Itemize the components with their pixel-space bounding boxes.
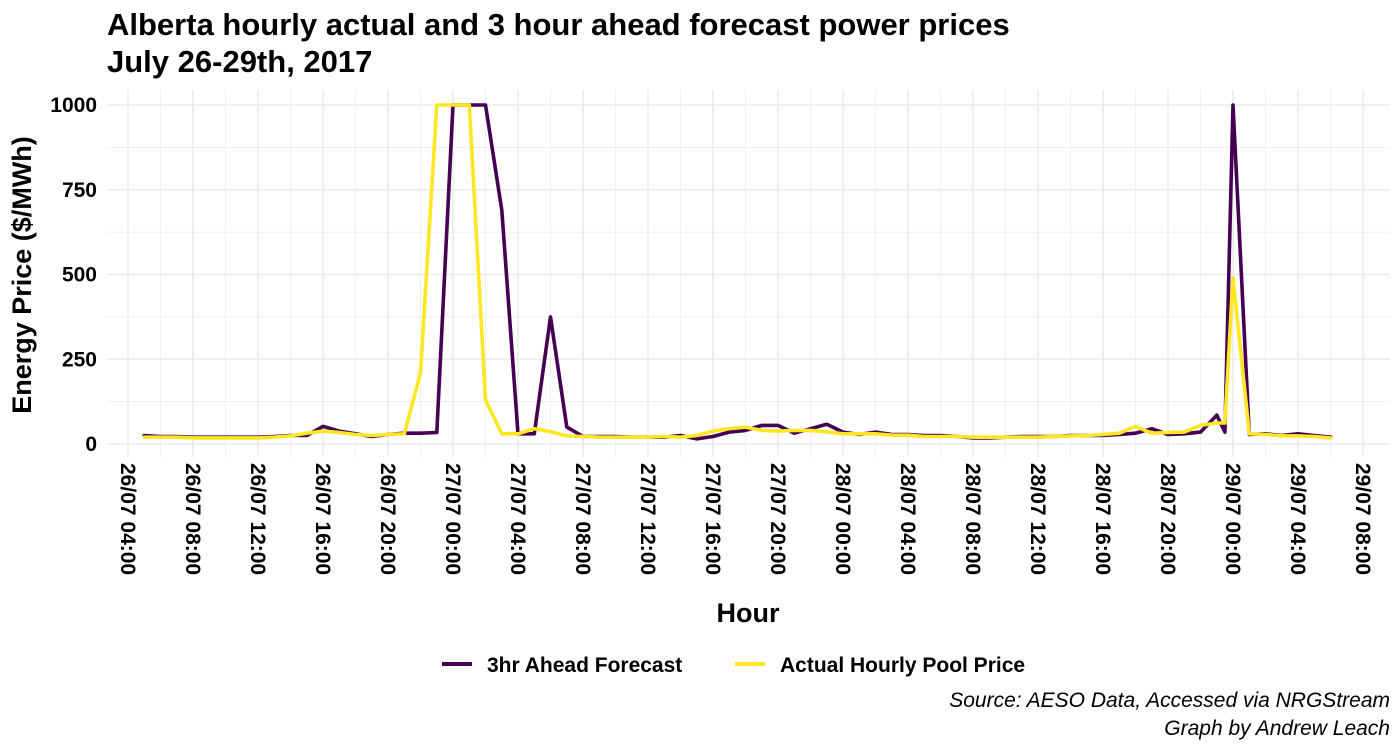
- legend: 3hr Ahead Forecast Actual Hourly Pool Pr…: [442, 654, 1025, 677]
- x-tick-label: 26/07 20:00: [376, 463, 399, 575]
- x-tick-labels: 26/07 04:00 26/07 08:00 26/07 12:00 26/07 1…: [116, 463, 1374, 575]
- series-line-actual: [142, 103, 1333, 440]
- y-tick-label: 0: [85, 433, 97, 456]
- x-tick-label: 28/07 00:00: [831, 463, 854, 575]
- x-tick-label: 26/07 08:00: [181, 463, 204, 575]
- y-tick-label: 750: [62, 179, 97, 202]
- x-tick-label: 29/07 08:00: [1351, 463, 1374, 575]
- x-tick-label: 28/07 04:00: [896, 463, 919, 575]
- y-axis-title: Energy Price ($/MWh): [7, 136, 37, 414]
- caption-author: Graph by Andrew Leach: [1164, 717, 1390, 740]
- x-tick-label: 28/07 08:00: [961, 463, 984, 575]
- y-tick-label: 1000: [50, 94, 97, 117]
- x-tick-label: 28/07 20:00: [1156, 463, 1179, 575]
- y-tick-label: 500: [62, 264, 97, 287]
- x-tick-label: 27/07 08:00: [571, 463, 594, 575]
- chart-subtitle: July 26-29th, 2017: [107, 44, 372, 79]
- legend-label-actual: Actual Hourly Pool Price: [780, 654, 1025, 677]
- caption-source: Source: AESO Data, Accessed via NRGStrea…: [949, 689, 1390, 712]
- series-lines: [142, 103, 1333, 441]
- x-tick-label: 28/07 12:00: [1026, 463, 1049, 575]
- x-tick-label: 26/07 12:00: [246, 463, 269, 575]
- x-tick-label: 26/07 16:00: [311, 463, 334, 575]
- x-tick-label: 29/07 00:00: [1221, 463, 1244, 575]
- y-tick-label: 250: [62, 348, 97, 371]
- x-tick-label: 27/07 00:00: [441, 463, 464, 575]
- chart-title: Alberta hourly actual and 3 hour ahead f…: [107, 7, 1010, 42]
- x-tick-label: 27/07 20:00: [766, 463, 789, 575]
- x-tick-label: 28/07 16:00: [1091, 463, 1114, 575]
- x-tick-label: 26/07 04:00: [116, 463, 139, 575]
- x-axis-title: Hour: [717, 598, 780, 628]
- grid: [107, 90, 1390, 457]
- x-tick-label: 29/07 04:00: [1286, 463, 1309, 575]
- x-tick-label: 27/07 04:00: [506, 463, 529, 575]
- x-tick-label: 27/07 12:00: [636, 463, 659, 575]
- x-tick-label: 27/07 16:00: [701, 463, 724, 575]
- legend-label-forecast: 3hr Ahead Forecast: [487, 654, 682, 677]
- y-tick-labels: 0 250 500 750 1000: [50, 94, 97, 456]
